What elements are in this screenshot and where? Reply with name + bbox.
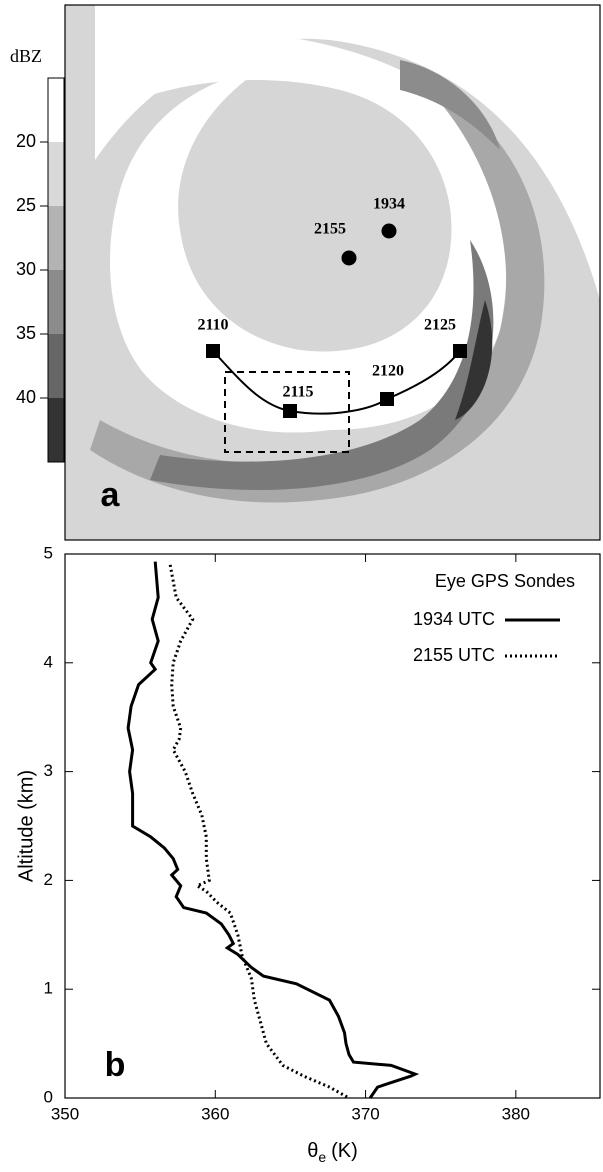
colorbar-tick-label: 35 xyxy=(16,323,36,343)
sonde-label: 2155 xyxy=(314,221,346,238)
colorbar-tick-label: 40 xyxy=(16,387,36,407)
colorbar-tick-label: 30 xyxy=(16,259,36,279)
sonde-label: 1934 xyxy=(373,196,405,213)
track-label: 2110 xyxy=(197,317,228,334)
legend-label: 1934 UTC xyxy=(413,609,495,629)
track-label: 2120 xyxy=(372,363,404,380)
x-tick-label: 380 xyxy=(502,1104,530,1123)
legend-title: Eye GPS Sondes xyxy=(435,571,575,591)
y-tick-label: 2 xyxy=(44,870,53,889)
radar-map xyxy=(64,4,601,541)
legend-label: 2155 UTC xyxy=(413,645,495,665)
colorbar-tick-label: 20 xyxy=(16,131,36,151)
plot-frame xyxy=(64,553,601,1099)
x-axis-label: θe (K) xyxy=(307,1140,358,1164)
x-label-symbol: θ xyxy=(307,1140,318,1162)
y-tick-label: 1 xyxy=(44,979,53,998)
colorbar-label: dBZ xyxy=(10,46,42,66)
series-line xyxy=(126,561,420,1099)
x-tick-label: 370 xyxy=(351,1104,379,1123)
y-tick-label: 4 xyxy=(44,652,53,671)
panel-label: b xyxy=(105,1046,126,1084)
track-label: 2125 xyxy=(424,317,456,334)
colorbar xyxy=(47,77,65,463)
series-line xyxy=(168,564,350,1100)
x-tick-label: 350 xyxy=(51,1104,79,1123)
y-tick-label: 3 xyxy=(44,761,53,780)
panel-label: a xyxy=(101,476,121,514)
colorbar-tick-label: 25 xyxy=(16,195,36,215)
x-label-subscript: e xyxy=(318,1149,326,1165)
y-axis-label: Altitude (km) xyxy=(15,770,37,882)
x-tick-label: 360 xyxy=(201,1104,229,1123)
x-label-unit: (K) xyxy=(331,1140,358,1162)
track-label: 2115 xyxy=(282,384,313,401)
y-tick-label: 5 xyxy=(44,543,53,562)
y-tick-label: 0 xyxy=(44,1087,53,1106)
